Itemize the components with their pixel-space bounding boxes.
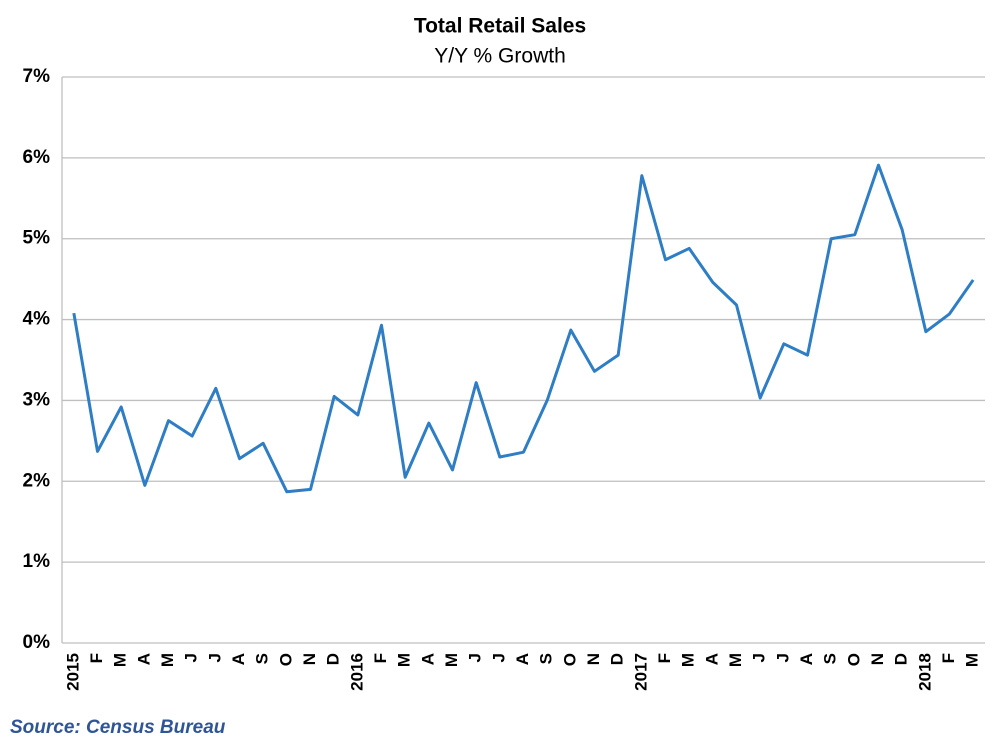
x-tick-label: S [537,653,556,664]
x-tick-label: J [466,653,485,662]
x-tick-label: F [371,653,390,663]
x-tick-label: 2018 [915,653,934,691]
y-tick-label: 7% [23,66,51,87]
x-tick-label: D [608,653,627,665]
x-tick-label: F [655,653,674,663]
x-tick-label: A [134,653,153,665]
y-tick-label: 0% [23,632,51,653]
x-tick-label: O [276,653,295,666]
x-tick-label: S [821,653,840,664]
y-tick-label: 4% [23,309,51,330]
x-tick-label: A [418,653,437,665]
y-tick-label: 6% [23,147,51,168]
x-tick-label: A [229,653,248,665]
x-tick-label: N [584,653,603,665]
x-tick-label: M [395,653,414,667]
x-tick-label: N [868,653,887,665]
x-tick-label: S [253,653,272,664]
x-tick-label: F [939,653,958,663]
chart-subtitle: Y/Y % Growth [434,45,566,68]
x-tick-label: M [442,653,461,667]
x-tick-label: J [773,653,792,662]
x-tick-label: 2016 [347,653,366,691]
source-note: Source: Census Bureau [10,717,226,738]
x-tick-label: N [300,653,319,665]
x-tick-label: D [324,653,343,665]
x-tick-label: 2017 [631,653,650,691]
y-tick-label: 5% [23,228,51,249]
x-tick-label: A [702,653,721,665]
x-tick-label: J [750,653,769,662]
x-tick-label: O [560,653,579,666]
x-tick-label: O [844,653,863,666]
x-tick-label: J [205,653,224,662]
x-tick-label: A [513,653,532,665]
x-tick-label: F [87,653,106,663]
x-tick-label: D [892,653,911,665]
x-tick-label: 2015 [63,653,82,691]
x-tick-label: M [726,653,745,667]
y-tick-label: 3% [23,389,51,410]
x-tick-label: M [963,653,982,667]
y-tick-label: 1% [23,551,51,572]
x-tick-label: M [158,653,177,667]
x-tick-label: M [111,653,130,667]
x-tick-label: M [679,653,698,667]
x-tick-label: J [489,653,508,662]
x-tick-label: J [182,653,201,662]
chart-title: Total Retail Sales [414,15,586,38]
y-tick-label: 2% [23,470,51,491]
data-line [72,163,975,494]
x-tick-label: A [797,653,816,665]
